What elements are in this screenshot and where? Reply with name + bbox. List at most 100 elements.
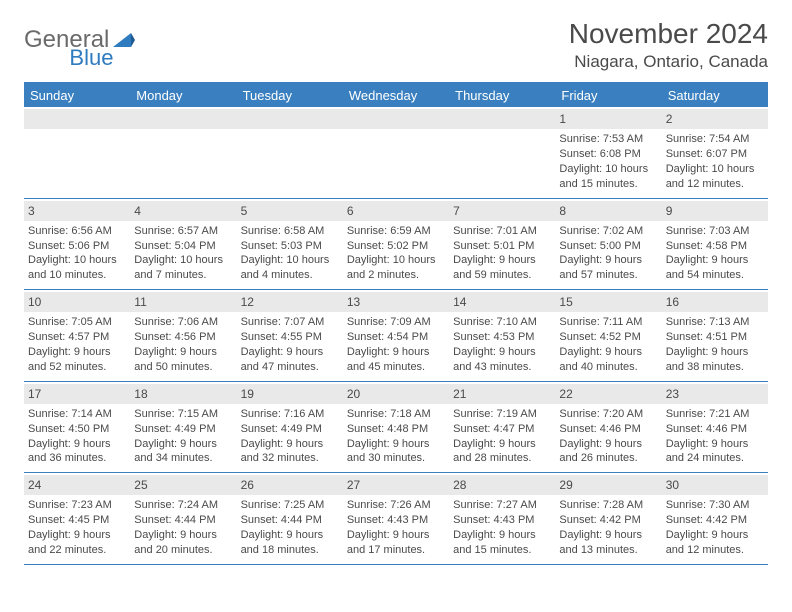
sunset-text: Sunset: 4:55 PM [241, 330, 339, 345]
daylight-text: Daylight: 9 hours and 43 minutes. [453, 345, 551, 375]
sunrise-text: Sunrise: 7:26 AM [347, 498, 445, 513]
column-headers: SundayMondayTuesdayWednesdayThursdayFrid… [24, 84, 768, 107]
column-header: Sunday [24, 84, 130, 107]
day-number: 2 [662, 109, 768, 129]
sunrise-text: Sunrise: 7:02 AM [559, 224, 657, 239]
calendar-day-empty [237, 107, 343, 198]
calendar-day: 17Sunrise: 7:14 AMSunset: 4:50 PMDayligh… [24, 382, 130, 473]
sunrise-text: Sunrise: 6:56 AM [28, 224, 126, 239]
calendar-day: 5Sunrise: 6:58 AMSunset: 5:03 PMDaylight… [237, 199, 343, 290]
column-header: Saturday [662, 84, 768, 107]
daylight-text: Daylight: 10 hours and 2 minutes. [347, 253, 445, 283]
day-number: 20 [343, 384, 449, 404]
title-block: November 2024 Niagara, Ontario, Canada [569, 18, 768, 72]
sunrise-text: Sunrise: 7:54 AM [666, 132, 764, 147]
day-number: 12 [237, 292, 343, 312]
sunrise-text: Sunrise: 7:01 AM [453, 224, 551, 239]
sunrise-text: Sunrise: 7:30 AM [666, 498, 764, 513]
calendar-day: 3 Sunrise: 6:56 AMSunset: 5:06 PMDaylight… [24, 199, 130, 290]
sunset-text: Sunset: 5:03 PM [241, 239, 339, 254]
calendar-day: 12Sunrise: 7:07 AMSunset: 4:55 PMDayligh… [237, 290, 343, 381]
sunset-text: Sunset: 4:43 PM [453, 513, 551, 528]
calendar-day: 27Sunrise: 7:26 AMSunset: 4:43 PMDayligh… [343, 473, 449, 564]
sunrise-text: Sunrise: 7:20 AM [559, 407, 657, 422]
daylight-text: Daylight: 9 hours and 15 minutes. [453, 528, 551, 558]
calendar-day: 18Sunrise: 7:15 AMSunset: 4:49 PMDayligh… [130, 382, 236, 473]
calendar-day: 24Sunrise: 7:23 AMSunset: 4:45 PMDayligh… [24, 473, 130, 564]
calendar-day-empty [130, 107, 236, 198]
calendar-day-empty [343, 107, 449, 198]
calendar-day: 4Sunrise: 6:57 AMSunset: 5:04 PMDaylight… [130, 199, 236, 290]
sunset-text: Sunset: 4:58 PM [666, 239, 764, 254]
day-number: 19 [237, 384, 343, 404]
calendar-day: 25Sunrise: 7:24 AMSunset: 4:44 PMDayligh… [130, 473, 236, 564]
day-number: 25 [130, 475, 236, 495]
sunrise-text: Sunrise: 7:06 AM [134, 315, 232, 330]
sunrise-text: Sunrise: 7:25 AM [241, 498, 339, 513]
daylight-text: Daylight: 9 hours and 36 minutes. [28, 437, 126, 467]
sunset-text: Sunset: 4:54 PM [347, 330, 445, 345]
column-header: Monday [130, 84, 236, 107]
column-header: Friday [555, 84, 661, 107]
sunset-text: Sunset: 4:43 PM [347, 513, 445, 528]
calendar-day: 30Sunrise: 7:30 AMSunset: 4:42 PMDayligh… [662, 473, 768, 564]
day-number: 30 [662, 475, 768, 495]
sunset-text: Sunset: 4:52 PM [559, 330, 657, 345]
sunset-text: Sunset: 4:46 PM [559, 422, 657, 437]
column-header: Wednesday [343, 84, 449, 107]
sunrise-text: Sunrise: 7:13 AM [666, 315, 764, 330]
daylight-text: Daylight: 10 hours and 15 minutes. [559, 162, 657, 192]
calendar: SundayMondayTuesdayWednesdayThursdayFrid… [24, 82, 768, 565]
sunset-text: Sunset: 4:56 PM [134, 330, 232, 345]
day-number: 10 [24, 292, 130, 312]
calendar-day: 7Sunrise: 7:01 AMSunset: 5:01 PMDaylight… [449, 199, 555, 290]
daylight-text: Daylight: 9 hours and 18 minutes. [241, 528, 339, 558]
sunrise-text: Sunrise: 7:09 AM [347, 315, 445, 330]
sunset-text: Sunset: 5:06 PM [28, 239, 126, 254]
day-number-empty [343, 109, 449, 129]
daylight-text: Daylight: 9 hours and 32 minutes. [241, 437, 339, 467]
day-number: 5 [237, 201, 343, 221]
sunrise-text: Sunrise: 7:24 AM [134, 498, 232, 513]
day-number: 22 [555, 384, 661, 404]
daylight-text: Daylight: 9 hours and 26 minutes. [559, 437, 657, 467]
calendar-day: 23Sunrise: 7:21 AMSunset: 4:46 PMDayligh… [662, 382, 768, 473]
day-number: 3 [24, 201, 130, 221]
daylight-text: Daylight: 10 hours and 10 minutes. [28, 253, 126, 283]
day-number: 4 [130, 201, 236, 221]
sunset-text: Sunset: 6:07 PM [666, 147, 764, 162]
daylight-text: Daylight: 10 hours and 12 minutes. [666, 162, 764, 192]
daylight-text: Daylight: 9 hours and 17 minutes. [347, 528, 445, 558]
daylight-text: Daylight: 9 hours and 40 minutes. [559, 345, 657, 375]
sunrise-text: Sunrise: 7:21 AM [666, 407, 764, 422]
sunrise-text: Sunrise: 7:19 AM [453, 407, 551, 422]
calendar-day-empty [449, 107, 555, 198]
logo: General Blue [24, 18, 179, 54]
day-number-empty [130, 109, 236, 129]
month-title: November 2024 [569, 18, 768, 50]
daylight-text: Daylight: 9 hours and 22 minutes. [28, 528, 126, 558]
day-number: 6 [343, 201, 449, 221]
day-number: 9 [662, 201, 768, 221]
day-number: 21 [449, 384, 555, 404]
sunset-text: Sunset: 4:50 PM [28, 422, 126, 437]
sunset-text: Sunset: 4:44 PM [134, 513, 232, 528]
sunset-text: Sunset: 5:01 PM [453, 239, 551, 254]
day-number: 26 [237, 475, 343, 495]
sunset-text: Sunset: 4:51 PM [666, 330, 764, 345]
calendar-day: 14Sunrise: 7:10 AMSunset: 4:53 PMDayligh… [449, 290, 555, 381]
calendar-day: 28Sunrise: 7:27 AMSunset: 4:43 PMDayligh… [449, 473, 555, 564]
column-header: Tuesday [237, 84, 343, 107]
day-number: 18 [130, 384, 236, 404]
logo-text-blue: Blue [69, 45, 113, 71]
sunset-text: Sunset: 5:00 PM [559, 239, 657, 254]
calendar-day: 2 Sunrise: 7:54 AMSunset: 6:07 PMDaylight… [662, 107, 768, 198]
calendar-day-empty [24, 107, 130, 198]
day-number-empty [24, 109, 130, 129]
column-header: Thursday [449, 84, 555, 107]
calendar-day: 20Sunrise: 7:18 AMSunset: 4:48 PMDayligh… [343, 382, 449, 473]
day-number: 23 [662, 384, 768, 404]
daylight-text: Daylight: 10 hours and 4 minutes. [241, 253, 339, 283]
calendar-day: 22 Sunrise: 7:20 AMSunset: 4:46 PMDayligh… [555, 382, 661, 473]
calendar-day: 8Sunrise: 7:02 AMSunset: 5:00 PMDaylight… [555, 199, 661, 290]
